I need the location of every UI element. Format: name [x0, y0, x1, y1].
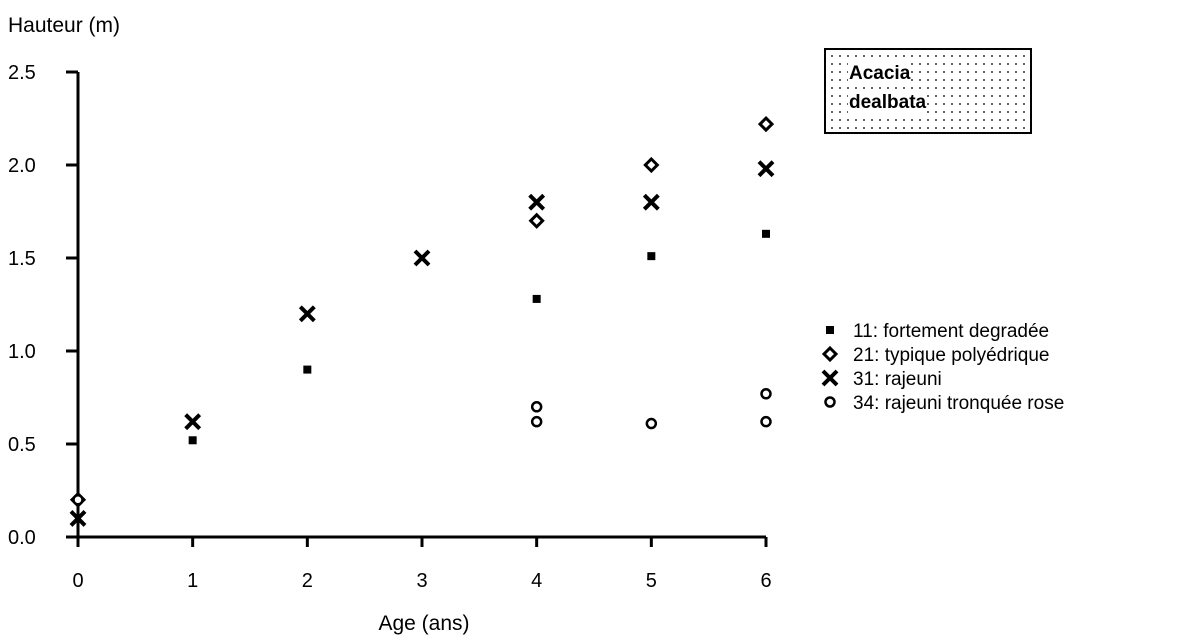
y-tick-label: 0.5	[8, 434, 36, 456]
point-series-3-4	[413, 249, 431, 267]
point-series-3-1	[69, 509, 87, 527]
point-series-1-1	[188, 436, 197, 445]
point-series-2-3	[643, 156, 660, 174]
y-tick-label: 2.0	[8, 155, 36, 177]
x-tick-label: 3	[416, 570, 427, 592]
point-series-1-4	[647, 252, 656, 261]
y-tick-label: 2.5	[8, 62, 36, 84]
legend: 11: fortement degradée 21: typique polyéd…	[821, 321, 1064, 414]
point-series-4-2	[530, 401, 543, 413]
legend-label-1: 11: fortement degradée	[853, 321, 1049, 342]
data-points	[69, 115, 775, 527]
point-series-4-4	[645, 417, 658, 430]
x-tick-label: 4	[531, 570, 542, 592]
legend-label-4: 34: rajeuni tronquée rose	[853, 393, 1064, 414]
point-series-4-5	[760, 388, 772, 400]
point-series-4-6	[760, 415, 772, 428]
species-label-line-2: dealbata	[848, 92, 928, 114]
point-series-1-3	[532, 294, 541, 303]
y-axis-label: Hauteur (m)	[8, 14, 120, 37]
x-axis-label: Age (ans)	[378, 612, 469, 635]
species-label-line-1: Acacia	[848, 63, 912, 85]
y-tick-label: 1.5	[8, 248, 36, 270]
point-series-4-3	[530, 415, 543, 428]
legend-marker-1	[826, 326, 834, 334]
point-series-1-5	[762, 229, 770, 238]
legend-marker-4	[824, 396, 836, 408]
point-series-3-2	[184, 413, 202, 431]
y-tick-label: 0.0	[8, 527, 36, 549]
point-series-2-2	[528, 212, 545, 229]
legend-marker-2	[821, 345, 839, 363]
x-tick-label: 1	[187, 570, 198, 592]
point-series-3-5	[528, 193, 546, 211]
point-series-3-3	[298, 305, 316, 323]
y-tick-label: 1.0	[8, 341, 36, 363]
legend-label-3: 31: rajeuni	[853, 369, 942, 390]
legend-marker-3	[821, 369, 839, 387]
x-tick-label: 0	[72, 570, 83, 592]
point-series-1-2	[303, 365, 312, 374]
tick-labels: 0 1 2 3 4 5 6 0.0 0.5 1.0 1.5 2.0 2.5	[8, 62, 772, 592]
point-series-2-4	[757, 115, 775, 133]
axes	[66, 70, 768, 547]
species-box: Acacia dealbata	[824, 48, 1032, 134]
point-series-3-7	[757, 160, 775, 178]
legend-label-2: 21: typique polyédrique	[853, 345, 1049, 366]
x-tick-label: 5	[646, 570, 657, 592]
x-tick-label: 2	[302, 570, 313, 592]
x-tick-label: 6	[760, 570, 771, 592]
point-series-3-6	[642, 193, 660, 211]
point-series-4-1	[72, 494, 84, 506]
